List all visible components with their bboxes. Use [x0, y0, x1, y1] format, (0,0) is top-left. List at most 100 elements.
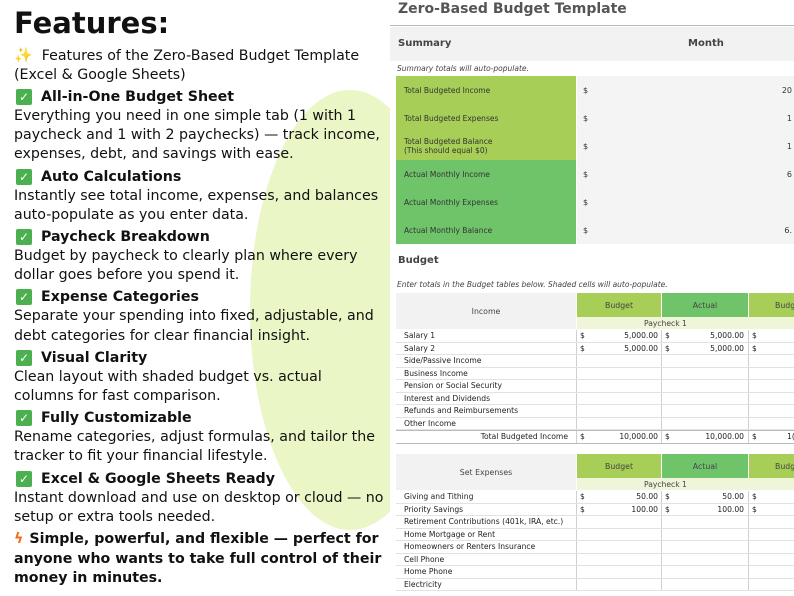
summary-amount: 1	[786, 141, 792, 151]
currency-symbol: $	[583, 141, 589, 151]
summary-header	[390, 27, 794, 61]
table-row[interactable]: Business Income	[396, 368, 794, 380]
feature-description: Budget by paycheck to clearly plan where…	[14, 248, 358, 284]
actual-currency: $	[665, 331, 670, 340]
summary-row-label: Actual Monthly Expenses	[396, 188, 576, 216]
row-name: Home Mortgage or Rent	[404, 529, 496, 539]
row-name: Interest and Dividends	[404, 393, 491, 403]
title-divider	[390, 25, 794, 26]
budget-value[interactable]: 5,000.00	[624, 331, 658, 340]
intro-text: Features of the Zero-Based Budget Templa…	[14, 48, 360, 83]
table-row[interactable]: Priority Savings $100.00 $100.00 $	[396, 504, 794, 516]
row-name: Total Budgeted Income	[480, 432, 568, 441]
summary-row-value[interactable]: $	[577, 188, 794, 216]
spreadsheet-preview: Zero-Based Budget Template Summary Month…	[390, 0, 794, 596]
budget2-value: 1(	[787, 432, 794, 441]
checkmark-icon: ✓	[16, 89, 32, 105]
actual-value[interactable]: 100.00	[717, 504, 744, 514]
feature-title: ✓ All-in-One Budget Sheet	[14, 87, 384, 107]
row-name: Retirement Contributions (401k, IRA, etc…	[404, 517, 564, 526]
table-row[interactable]: Home Mortgage or Rent	[396, 529, 794, 541]
summary-amount: 1	[786, 113, 792, 123]
row-name: Business Income	[404, 368, 468, 378]
feature-title-text: Excel & Google Sheets Ready	[41, 470, 275, 487]
table-row[interactable]: Other Income	[396, 418, 794, 430]
row-name: Side/Passive Income	[404, 356, 482, 365]
summary-row-value[interactable]: $6.	[577, 216, 794, 244]
checkmark-icon: ✓	[16, 289, 32, 306]
sheet-title: Zero-Based Budget Template	[398, 1, 627, 17]
summary-note: Summary totals will auto-populate.	[397, 64, 529, 73]
budget-column-header-2: Budg	[749, 454, 794, 478]
table-row[interactable]: Salary 2 $5,000.00 $5,000.00 $	[396, 343, 794, 355]
budget-note: Enter totals in the Budget tables below.…	[397, 280, 668, 289]
table-row[interactable]: Side/Passive Income	[396, 355, 794, 368]
feature-title: ✓ Paycheck Breakdown	[14, 227, 384, 247]
table-row[interactable]: Electricity	[396, 579, 794, 591]
actual-value[interactable]: 50.00	[722, 492, 744, 501]
table-row[interactable]: Interest and Dividends	[396, 393, 794, 405]
actual-column-header: Actual	[662, 293, 748, 317]
column-divider	[748, 330, 749, 444]
feature-list: ✓ All-in-One Budget Sheet Everything you n…	[14, 87, 384, 527]
feature-description: Separate your spending into fixed, adjus…	[14, 308, 374, 344]
row-name: Other Income	[404, 418, 456, 428]
sparkles-icon: ✨	[14, 46, 33, 64]
summary-row-name: Actual Monthly Income	[404, 169, 490, 179]
budget-label: Budget	[398, 255, 439, 266]
feature-description: Clean layout with shaded budget vs. actu…	[14, 368, 322, 405]
column-divider	[661, 491, 662, 591]
budget-value[interactable]: 5,000.00	[624, 343, 658, 353]
table-row[interactable]: Homeowners or Renters Insurance	[396, 541, 794, 554]
summary-row: Total Budgeted Balance (This should equal…	[396, 132, 794, 160]
checkmark-icon: ✓	[16, 470, 32, 487]
summary-row-label: Actual Monthly Balance	[396, 216, 576, 244]
feature-title-text: Paycheck Breakdown	[41, 229, 210, 246]
budget2-currency: $	[752, 432, 757, 441]
summary-row-value[interactable]: $1	[577, 132, 794, 160]
summary-row: Total Budgeted Income $20	[396, 76, 794, 104]
actual-value[interactable]: 10,000.00	[705, 432, 744, 441]
currency-symbol: $	[583, 197, 589, 207]
closing-text: ϟ Simple, powerful, and flexible — perfec…	[14, 530, 384, 589]
table-row[interactable]: Giving and Tithing $50.00 $50.00 $	[396, 491, 794, 504]
summary-row-name: Total Budgeted Expenses	[404, 113, 499, 123]
budget2-currency: $	[752, 331, 757, 340]
budget-currency: $	[580, 343, 585, 353]
category-header: Set Expenses	[396, 454, 576, 490]
row-name: Salary 2	[404, 343, 436, 353]
feature-description: Rename categories, adjust formulas, and …	[14, 429, 375, 465]
feature-title: ✓ Fully Customizable	[14, 408, 384, 428]
budget-currency: $	[580, 504, 585, 514]
table-row[interactable]: Cell Phone	[396, 554, 794, 566]
summary-row-label: Total Budgeted Balance (This should equal…	[396, 132, 576, 160]
budget-column-header-2: Budg	[749, 293, 794, 317]
month-label: Month	[688, 38, 724, 49]
paycheck-label: Paycheck 1	[577, 478, 794, 490]
currency-symbol: $	[583, 113, 589, 123]
budget2-currency: $	[752, 504, 757, 514]
summary-row-value[interactable]: $20	[577, 76, 794, 104]
feature-description: Instant download and use on desktop or c…	[14, 489, 384, 525]
table-row[interactable]: Refunds and Reimbursements	[396, 405, 794, 418]
actual-value[interactable]: 5,000.00	[710, 343, 744, 353]
checkmark-icon: ✓	[16, 168, 32, 185]
checkmark-icon: ✓	[16, 229, 32, 246]
actual-value[interactable]: 5,000.00	[710, 331, 744, 340]
budget-value[interactable]: 100.00	[631, 504, 658, 514]
table-row[interactable]: Pension or Social Security	[396, 380, 794, 393]
total-row[interactable]: Total Budgeted Income $10,000.00 $10,000.0…	[396, 430, 794, 444]
features-heading: Features:	[14, 6, 170, 40]
table-row[interactable]: Retirement Contributions (401k, IRA, etc…	[396, 516, 794, 529]
table-row[interactable]: Home Phone	[396, 566, 794, 579]
checkmark-icon: ✓	[16, 349, 32, 366]
summary-row-value[interactable]: $6	[577, 160, 794, 188]
row-name: Giving and Tithing	[404, 492, 474, 501]
summary-row-value[interactable]: $1	[577, 104, 794, 132]
summary-row: Total Budgeted Expenses $1	[396, 104, 794, 132]
category-header: Income	[396, 293, 576, 329]
budget-value[interactable]: 50.00	[636, 492, 658, 501]
budget-value[interactable]: 10,000.00	[619, 432, 658, 441]
table-row[interactable]: Salary 1 $5,000.00 $5,000.00 $	[396, 330, 794, 343]
summary-amount: 6	[786, 169, 792, 179]
